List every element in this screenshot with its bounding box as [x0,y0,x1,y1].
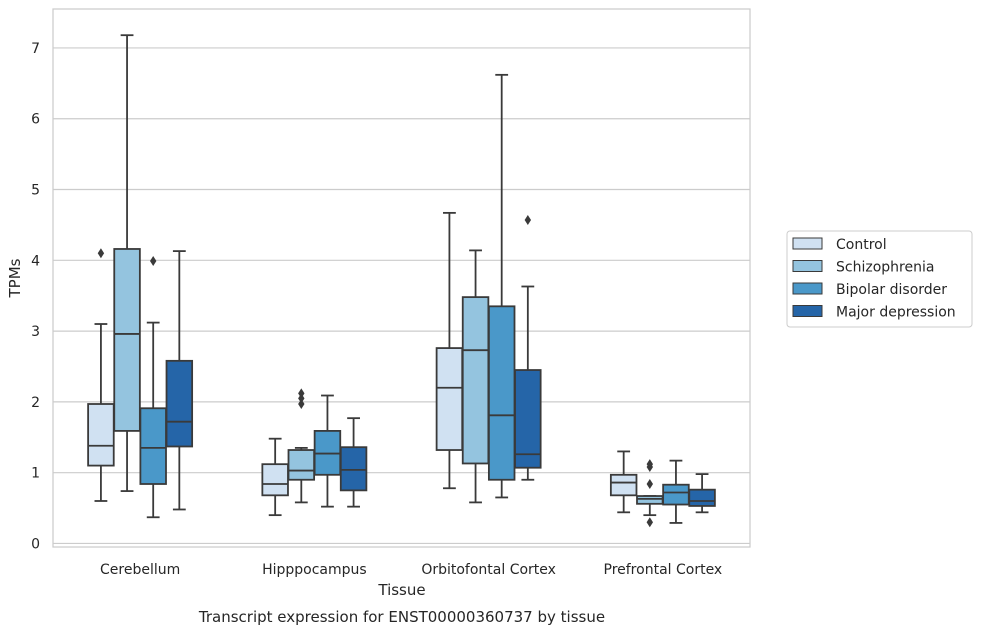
y-tick-labels: 0 1 2 3 4 5 6 7 [31,41,40,553]
gridlines [53,47,750,545]
x-tick-label: Prefrontal Cortex [604,562,723,578]
box-body [435,347,464,451]
y-tick-label: 3 [31,324,40,340]
plot-area [53,9,750,547]
legend-frame [786,230,973,328]
y-axis-label: TPMs [6,258,24,298]
legend-label: Bipolar disorder [836,282,947,298]
legend-swatch [792,305,823,317]
y-tick-label: 5 [31,183,40,199]
y-tick-label: 7 [31,41,40,57]
outlier-point [97,248,105,259]
y-tick-label: 4 [31,253,40,269]
box-body [636,495,664,505]
box-3-3 [688,473,716,514]
outlier-point [149,256,157,267]
x-axis-label: Tissue [377,581,425,599]
box-body [339,446,368,492]
x-tick-label: Orbitofontal Cortex [421,562,556,578]
box-0-2 [139,256,167,519]
box-1-1 [287,388,316,504]
outlier-point [646,459,654,470]
y-tick-label: 1 [31,466,40,482]
box-0-3 [165,250,194,511]
box-body [165,359,194,448]
legend-label: Control [836,237,887,253]
boxes-layer [87,34,716,528]
plot-frame [52,8,751,548]
box-1-0 [261,437,289,517]
y-tick-label: 2 [31,395,40,411]
y-tick-label: 6 [31,112,40,128]
x-tick-label: Hipppocampus [262,562,367,578]
box-body [662,483,690,506]
box-body [609,473,638,497]
outlier-point [298,399,305,410]
y-tick-label: 0 [31,536,40,552]
legend-swatch [792,282,823,295]
box-body [113,248,141,432]
box-2-3 [514,214,542,481]
box-body [487,305,516,481]
box-body [87,403,115,467]
box-body [261,463,289,497]
box-0-0 [87,248,115,502]
outlier-point [646,478,654,489]
chart-caption: Transcript expression for ENST0000036073… [198,608,605,626]
legend-label: Major depression [836,305,956,321]
legend-swatch [792,260,823,272]
box-body [461,296,490,465]
box-2-1 [461,249,490,504]
box-body [139,407,167,485]
legend: Control Schizophrenia Bipolar disorder Majo… [786,230,973,328]
box-body [514,369,542,469]
outlier-point [524,214,532,225]
outlier-point [298,388,305,399]
box-body [688,488,716,507]
box-body [287,449,316,481]
x-tick-labels: Cerebellum Hipppocampus Orbitofontal Corte… [100,562,722,578]
legend-swatch [792,237,823,250]
box-0-1 [113,34,141,492]
legend-label: Schizophrenia [836,260,934,276]
x-tick-label: Cerebellum [100,562,180,578]
outlier-point [646,517,654,528]
box-1-3 [339,417,368,508]
box-3-0 [609,450,638,514]
